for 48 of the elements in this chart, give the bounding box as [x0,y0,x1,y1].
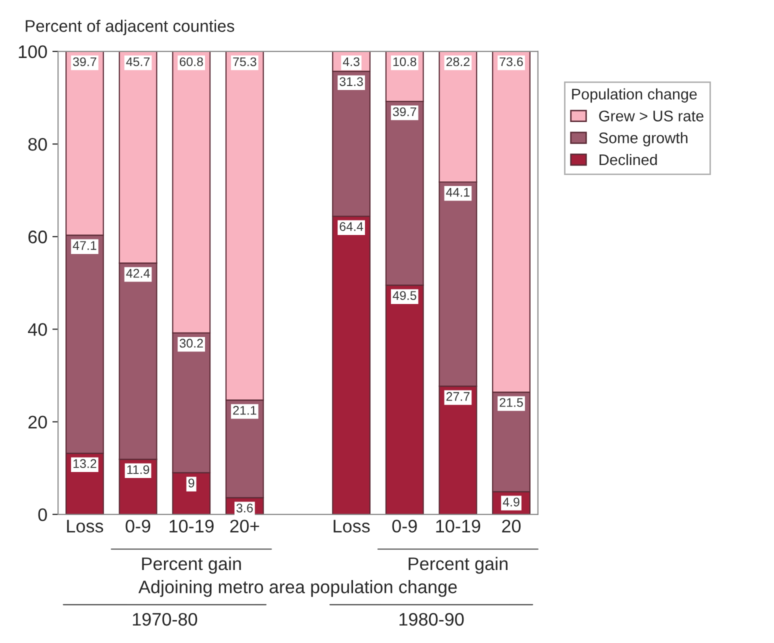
data-label: 47.1 [72,241,96,250]
data-label: 4.9 [502,498,520,506]
data-label: 44.1 [446,188,470,197]
data-label: 9 [188,478,194,488]
y-tick-label: 80 [28,138,47,151]
x-tick-label: 0-9 [392,520,417,533]
data-label: 73.6 [500,57,523,66]
x-tick-label: 20 [502,520,521,533]
y-tick-label: 20 [28,416,47,429]
data-label: 21.5 [500,398,523,407]
legend-label: Grew > US rate [599,110,704,122]
data-label: 30.2 [180,338,203,348]
x-tick-label: 10-19 [436,520,480,533]
text: 1980-90 [400,612,464,626]
data-label: 27.7 [446,392,470,401]
data-label: 28.2 [446,57,470,66]
x-tick-label: Loss [334,520,370,533]
legend-label: Some growth [599,132,688,146]
data-label: 39.7 [73,57,96,66]
y-tick-label: 40 [28,323,47,336]
data-label: 3.6 [236,504,253,512]
data-label: 64.4 [340,222,364,231]
x-tick-label: Loss [67,520,104,533]
data-label: 45.7 [126,57,150,66]
data-label: 42.4 [126,268,150,278]
legend-label: Declined [600,154,657,166]
text: 1970-80 [132,612,198,626]
data-label: 31.3 [340,77,363,86]
text: Percent gain [142,556,241,574]
legend-title: Population change [572,88,697,103]
data-label: 4.3 [342,57,360,66]
data-label: 13.2 [74,459,96,468]
y-tick-label: 0 [38,508,47,522]
y-tick-label: 60 [28,230,47,244]
x-tick-label: 20+ [230,520,260,533]
text: Percent gain [408,556,508,574]
y-axis-title: Percent of adjacent counties [26,20,234,36]
data-label: 10.8 [393,57,416,66]
data-label: 11.9 [127,465,150,474]
x-tick-label: 0-9 [126,520,150,533]
text: Adjoining metro area population change [138,580,457,597]
x-tick-label: 10-19 [170,520,214,533]
data-label: 49.5 [392,291,416,300]
data-label: 60.8 [180,57,203,66]
data-label: 39.7 [392,107,416,116]
data-label: 75.3 [233,57,256,66]
y-tick-label: 100 [18,45,47,58]
data-label: 21.1 [233,406,256,415]
